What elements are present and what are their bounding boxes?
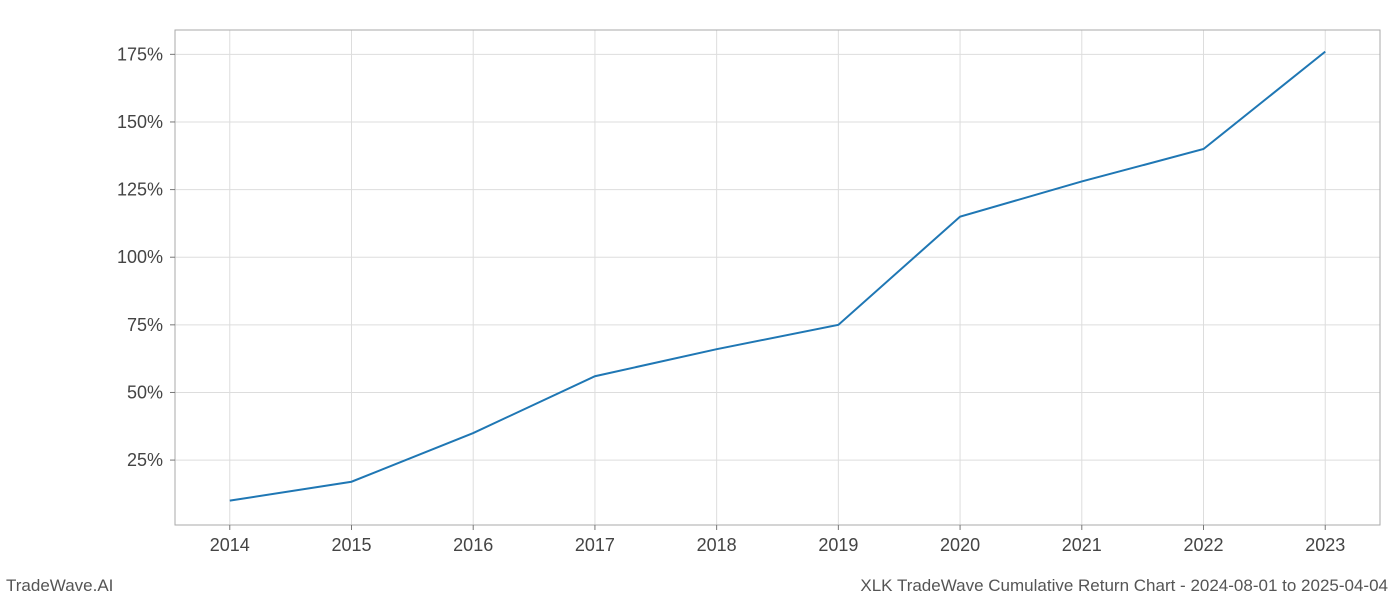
x-tick-label: 2014 <box>210 535 250 555</box>
line-chart: 2014 2015 2016 2017 2018 2019 2020 2021 2022 2023… <box>0 0 1400 600</box>
y-tick-label: 150% <box>117 112 163 132</box>
x-tick-label: 2017 <box>575 535 615 555</box>
y-tick-label: 175% <box>117 44 163 64</box>
y-tick-label: 125% <box>117 180 163 200</box>
chart-container: 2014 2015 2016 2017 2018 2019 2020 2021 2022 2023… <box>0 0 1400 600</box>
footer-right-text: XLK TradeWave Cumulative Return Chart - … <box>860 576 1388 596</box>
chart-footer: TradeWave.AI XLK TradeWave Cumulative Re… <box>0 576 1400 596</box>
y-tick-label: 100% <box>117 247 163 267</box>
y-tick-label: 50% <box>127 382 163 402</box>
x-tick-label: 2020 <box>940 535 980 555</box>
x-tick-label: 2022 <box>1183 535 1223 555</box>
footer-left-text: TradeWave.AI <box>6 576 113 596</box>
x-tick-label: 2015 <box>331 535 371 555</box>
x-tick-label: 2023 <box>1305 535 1345 555</box>
x-tick-label: 2019 <box>818 535 858 555</box>
y-tick-label: 25% <box>127 450 163 470</box>
x-tick-label: 2016 <box>453 535 493 555</box>
x-tick-label: 2018 <box>697 535 737 555</box>
y-tick-label: 75% <box>127 315 163 335</box>
x-tick-label: 2021 <box>1062 535 1102 555</box>
